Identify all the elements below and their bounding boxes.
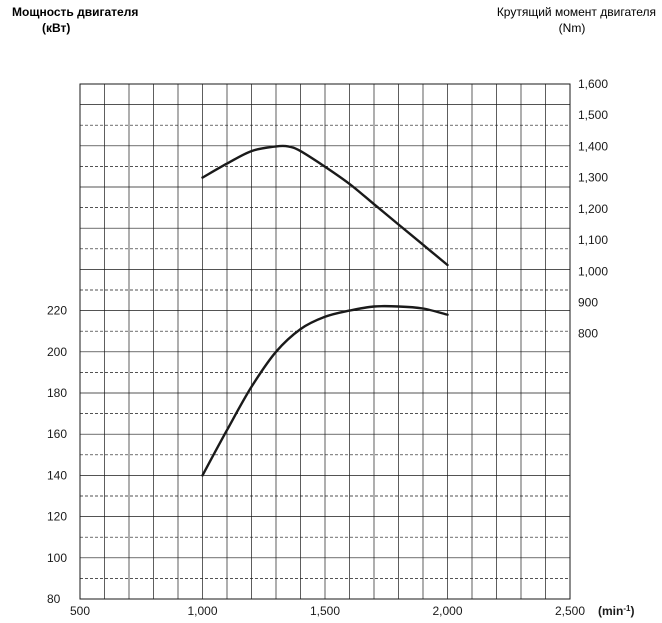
x-axis-tick-label: 2,000 [432, 604, 462, 618]
power-curve [201, 304, 449, 477]
plot-frame [79, 83, 571, 600]
right-axis-unit: (Nm) [559, 21, 586, 35]
x-axis-tick-label: 1,000 [187, 604, 217, 618]
right-axis-tick-label: 1,300 [578, 171, 608, 185]
left-axis-tick-label: 200 [47, 345, 67, 359]
right-axis-title: Крутящий момент двигателя [497, 5, 656, 19]
x-axis-tick-label: 2,500 [555, 604, 585, 618]
chart-grid [80, 84, 570, 599]
left-axis-tick-label: 100 [47, 551, 67, 565]
left-axis-tick-label: 80 [47, 592, 61, 606]
right-axis-tick-label: 900 [578, 295, 598, 309]
left-axis-tick-label: 120 [47, 510, 67, 524]
right-axis-tick-label: 1,100 [578, 233, 608, 247]
left-axis-tick-label: 180 [47, 386, 67, 400]
x-axis-tick-label: 1,500 [310, 604, 340, 618]
x-axis-unit: (min-1) [598, 604, 634, 618]
left-axis-tick-label: 140 [47, 468, 67, 482]
x-axis-tick-label: 500 [70, 604, 90, 618]
right-axis-tick-label: 1,200 [578, 202, 608, 216]
series-layer [201, 144, 449, 477]
right-axis-tick-label: 1,500 [578, 108, 608, 122]
right-axis-tick-label: 800 [578, 327, 598, 341]
left-axis-title: Мощность двигателя [12, 5, 138, 19]
right-axis-tick-label: 1,600 [578, 77, 608, 91]
right-axis-tick-label: 1,400 [578, 139, 608, 153]
left-axis-tick-label: 160 [47, 427, 67, 441]
left-axis-unit: (кВт) [42, 21, 70, 35]
torque-curve [201, 144, 449, 267]
axis-tick-labels: 80 100 120 140 160 180 200 220 800 900 1,000 1,100 1… [47, 77, 608, 618]
left-axis-tick-label: 220 [47, 304, 67, 318]
right-axis-tick-label: 1,000 [578, 264, 608, 278]
